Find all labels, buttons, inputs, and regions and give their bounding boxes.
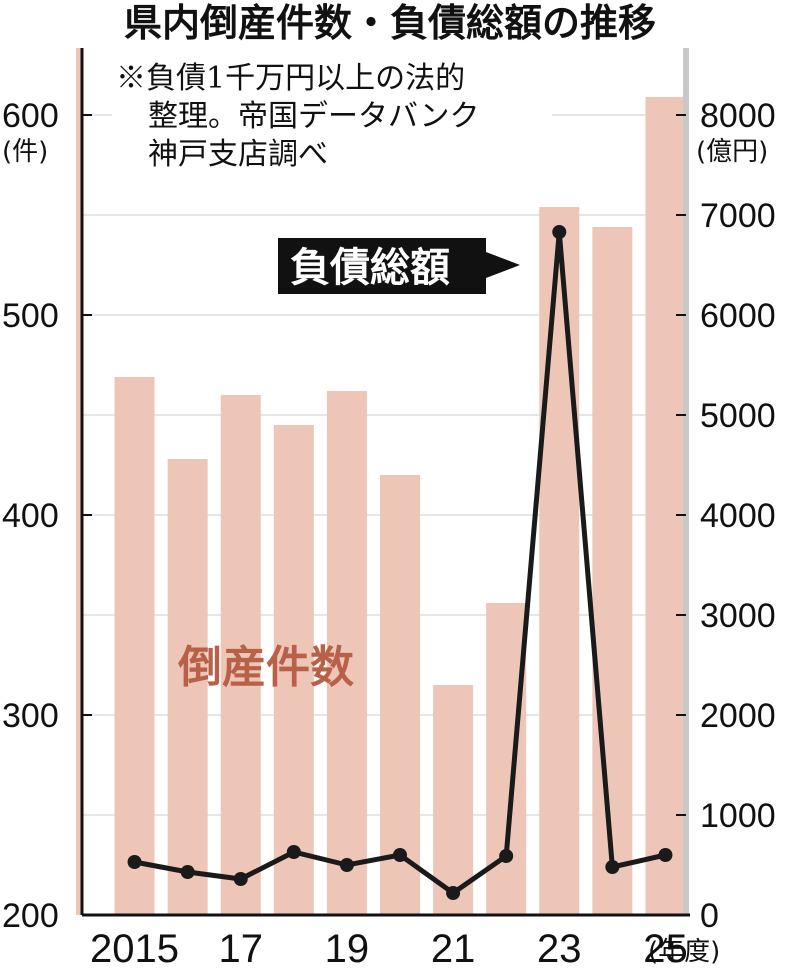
note-line-2: 整理。帝国データバンク [148,99,480,134]
left-tick-label: 400 [2,497,59,535]
x-tick-label: 17 [218,927,263,971]
left-tick-label: 300 [2,697,59,735]
note-line-1: ※負債1千万円以上の法的 [116,61,465,96]
line-series-label: 負債総額 [290,245,450,291]
right-tick-label: 8000 [700,97,776,135]
right-tick-label: 7000 [700,197,776,235]
bars [76,48,686,915]
debt-point-16 [180,865,195,879]
x-tick-label: 21 [431,927,476,971]
debt-point-19 [339,858,354,872]
debt-point-23 [552,225,567,239]
bar-24 [592,227,633,915]
left-axis-ticks: 200 300 400 500 600 [2,97,92,935]
debt-point-17 [233,872,248,886]
left-axis-unit: (件) [2,137,48,167]
bar-series-label: 倒産件数 [177,642,354,693]
right-tick-label: 5000 [700,397,776,435]
debt-point-21 [446,886,461,900]
note-line-3: 神戸支店調べ [148,137,328,172]
right-axis-ticks: 0 1000 2000 3000 4000 5000 6000 7000 8000 [676,97,776,935]
debt-point-22 [499,849,514,863]
callout-box [278,238,520,294]
line-series-callout: 負債総額 [278,238,520,294]
debt-point-2015 [127,855,142,869]
bar-20 [380,475,420,915]
bar-17 [220,395,261,915]
x-tick-label: 23 [537,927,582,971]
bar-19 [326,391,367,915]
debt-point-18 [286,845,301,859]
bar-edge [76,48,82,915]
bar-2015 [114,377,155,915]
x-tick-label: 19 [325,927,370,971]
bar-16 [167,459,208,915]
x-axis-ticks: 2015 17 19 21 23 25 [90,927,688,971]
left-tick-label: 500 [2,297,59,335]
right-tick-label: 4000 [700,497,776,535]
note-background [112,60,552,188]
right-tick-label: 6000 [700,297,776,335]
x-tick-label: 25 [643,927,688,971]
left-tick-label: 200 [2,897,59,935]
right-tick-label: 3000 [700,597,776,635]
bar-21 [433,685,474,915]
right-tick-label: 2000 [700,697,776,735]
bar-25 [645,97,686,915]
bar-18 [273,425,314,915]
bar-23 [539,207,580,915]
chart-title: 県内倒産件数・負債総額の推移 [124,1,656,45]
note: ※負債1千万円以上の法的 整理。帝国データバンク 神戸支店調べ [112,60,552,188]
x-axis-unit: (年度) [648,937,720,967]
debt-point-20 [393,848,407,862]
left-tick-label: 600 [2,97,59,135]
debt-point-24 [605,860,620,874]
x-tick-label: 2015 [90,927,179,971]
debt-point-25 [658,848,673,862]
line-series [127,225,673,900]
right-axis-unit: (億円) [696,137,768,167]
right-tick-label: 0 [700,897,719,935]
right-tick-label: 1000 [700,797,776,835]
